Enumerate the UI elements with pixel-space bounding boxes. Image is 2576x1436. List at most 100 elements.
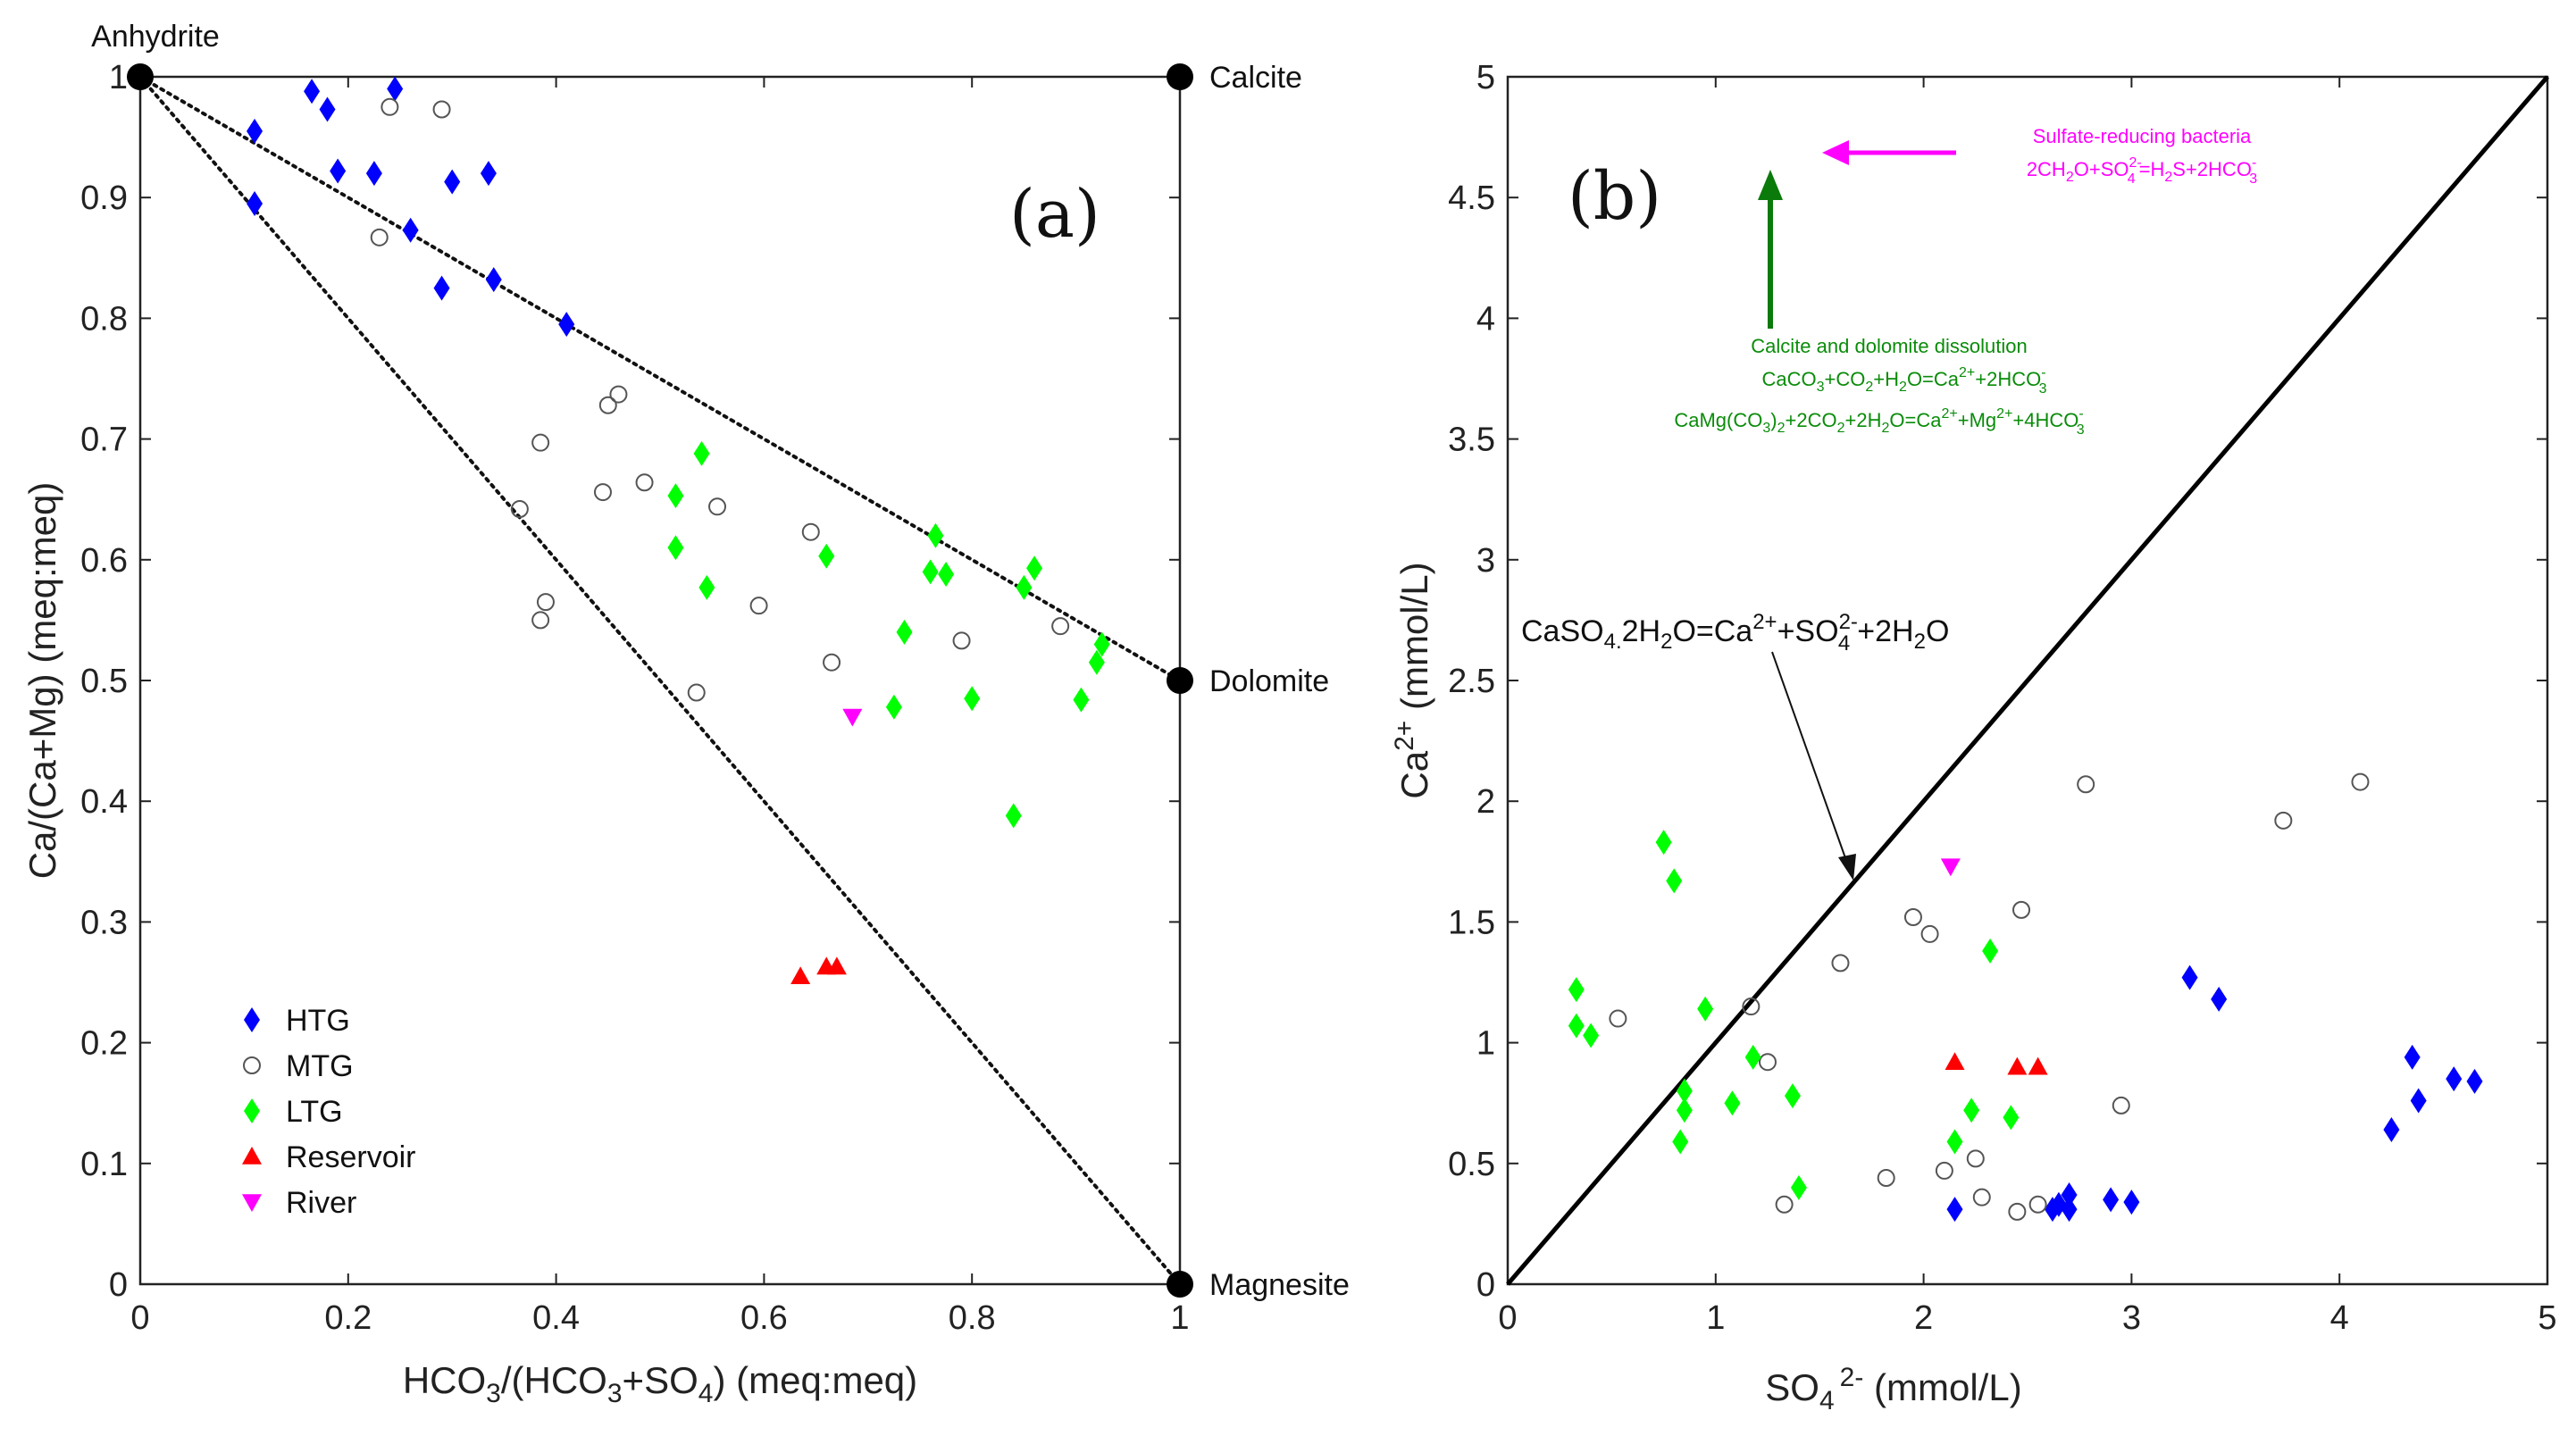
y-tick-label: 0.1 (80, 1146, 128, 1183)
x-tick-label: 1 (1706, 1299, 1725, 1337)
sulfate-arrowhead (1822, 140, 1849, 165)
data-point-htg (247, 190, 263, 216)
panel-a: 0 0.2 0.4 0.6 0.8 1 0 0.1 0.2 0.3 0.4 0.5 0.6 0.7 0.8 0… (21, 20, 1350, 1408)
series-river (1940, 858, 1961, 877)
data-point-mtg (1920, 924, 1939, 943)
data-point-htg (2466, 1068, 2483, 1094)
anhydrite-magnesite-line (138, 75, 1182, 1286)
data-point-mtg (635, 473, 654, 492)
data-point-htg (2383, 1116, 2400, 1142)
data-point-ltg (1784, 1083, 1801, 1109)
data-point-ltg (667, 483, 684, 509)
data-point-htg (2446, 1066, 2463, 1092)
data-point-mtg (609, 385, 628, 404)
data-point-ltg (1676, 1098, 1693, 1123)
x-tick-label: 2 (1914, 1299, 1933, 1337)
data-point-mtg (952, 631, 971, 650)
y-tick-label: 0.6 (80, 542, 128, 580)
data-point-ltg (927, 522, 944, 548)
legend-label-mtg: MTG (286, 1049, 354, 1083)
dissolution-arrowhead (1758, 170, 1783, 200)
data-point-mtg (1935, 1161, 1953, 1180)
panel-b-x-axis-label: SO42- (mmol/L) (1765, 1363, 2021, 1415)
data-point-htg (2211, 986, 2228, 1012)
y-tick-label: 2.5 (1448, 663, 1495, 700)
data-point-htg (2404, 1044, 2421, 1070)
data-point-htg (558, 312, 575, 338)
data-point-ltg (1982, 938, 1999, 964)
data-point-htg (2061, 1197, 2078, 1223)
panel-b-data-points (1568, 772, 2483, 1223)
data-point-mtg (1775, 1195, 1794, 1214)
legend-label-ltg: LTG (286, 1095, 343, 1129)
data-point-ltg (693, 440, 710, 466)
data-point-reservoir (2028, 1056, 2048, 1075)
data-point-reservoir (2007, 1056, 2028, 1075)
data-point-mtg (1609, 1009, 1627, 1028)
x-tick-label: 0 (130, 1299, 149, 1337)
data-point-mtg (593, 483, 612, 502)
y-tick-label: 1 (1476, 1025, 1495, 1063)
data-point-mtg (531, 433, 550, 452)
x-tick-label: 5 (2538, 1299, 2556, 1337)
series-ltg (1568, 830, 2020, 1200)
data-point-ltg (1005, 803, 1022, 829)
data-point-mtg (1759, 1053, 1777, 1072)
data-point-ltg (698, 574, 715, 600)
data-point-htg (444, 169, 461, 195)
data-point-ltg (1744, 1044, 1761, 1070)
data-point-ltg (1666, 868, 1683, 894)
data-point-river (1940, 858, 1961, 877)
panel-a-data-points (247, 76, 1110, 985)
data-point-ltg (938, 562, 955, 588)
data-point-mtg (823, 653, 841, 672)
data-point-htg (433, 275, 450, 301)
legend-marker-ltg (244, 1098, 260, 1123)
data-point-ltg (1026, 555, 1043, 581)
x-tick-label: 3 (2122, 1299, 2141, 1337)
y-tick-label: 0.5 (1448, 1146, 1495, 1183)
data-point-htg (247, 118, 263, 144)
data-point-mtg (510, 500, 529, 519)
panel-a-endmembers: Anhydrite Calcite Dolomite Magnesite (91, 20, 1350, 1302)
dissolution-title: Calcite and dolomite dissolution (1751, 335, 2027, 357)
panel-a-y-axis-label: Ca/(Ca+Mg) (meq:meq) (21, 482, 63, 880)
x-tick-label: 0.6 (740, 1299, 788, 1337)
data-point-htg (387, 76, 404, 102)
endmember-anhydrite-marker (127, 63, 154, 90)
data-point-mtg (749, 597, 768, 615)
data-point-mtg (2028, 1195, 2047, 1214)
series-river (842, 708, 863, 727)
y-tick-label: 0 (109, 1266, 128, 1304)
y-tick-label: 2 (1476, 783, 1495, 821)
data-point-ltg (1946, 1129, 1963, 1155)
data-point-mtg (2274, 811, 2293, 830)
data-point-mtg (1903, 907, 1922, 926)
panel-a-legend: HTG MTG LTG Reservoir River (242, 1004, 415, 1220)
y-tick-label: 3 (1476, 542, 1495, 580)
panel-b-one-to-one-line (1506, 75, 2549, 1286)
y-tick-label: 5 (1476, 59, 1495, 96)
data-point-mtg (531, 611, 550, 630)
x-tick-label: 0.2 (324, 1299, 372, 1337)
data-point-htg (365, 161, 382, 187)
panel-a-tag: (a) (1009, 176, 1100, 253)
y-tick-label: 0.9 (80, 180, 128, 217)
data-point-mtg (2351, 772, 2370, 791)
data-point-mtg (1831, 954, 1850, 973)
series-htg (1946, 964, 2483, 1223)
data-point-ltg (818, 543, 835, 569)
legend-marker-mtg (243, 1056, 261, 1074)
legend-label-river: River (286, 1186, 356, 1220)
anhydrite-dolomite-line (138, 75, 1182, 682)
endmember-magnesite-marker (1167, 1271, 1193, 1298)
data-point-ltg (1672, 1129, 1689, 1155)
data-point-mtg (801, 522, 820, 541)
data-point-river (842, 708, 863, 727)
data-point-htg (480, 161, 497, 187)
y-tick-label: 4 (1476, 300, 1495, 338)
data-point-ltg (1568, 1013, 1585, 1039)
data-point-ltg (667, 535, 684, 561)
data-point-ltg (1676, 1078, 1693, 1104)
data-point-mtg (687, 683, 706, 702)
